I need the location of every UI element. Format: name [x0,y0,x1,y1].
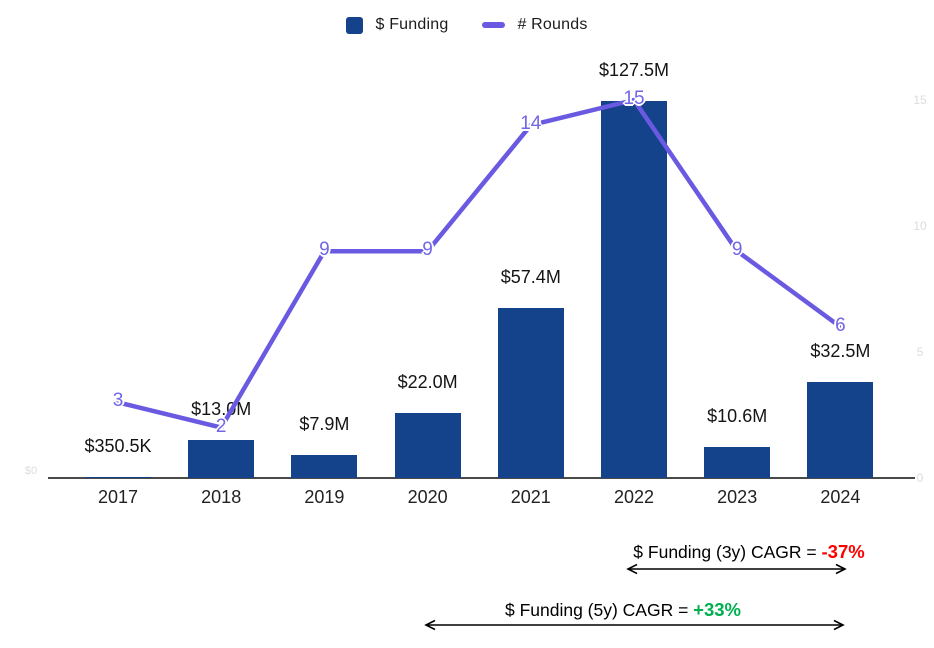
cagr-3y-label: $ Funding (3y) CAGR = [633,542,822,562]
cagr-3y-text: $ Funding (3y) CAGR = -37% [633,541,864,563]
x-axis-label-2019: 2019 [304,487,345,507]
cagr-5y-range-arrow [424,619,845,631]
legend-item-rounds: # Rounds [482,16,587,34]
rounds-value-label: 2 [215,415,227,437]
rounds-value-label: 6 [835,314,846,336]
chart-legend: $ Funding # Rounds [0,16,934,34]
cagr-5y-label: $ Funding (5y) CAGR = [504,600,694,620]
funding-value-label: $350.5K [84,435,152,456]
rounds-axis-tick-label: 10 [913,219,927,233]
rounds-value-label: 9 [319,239,330,261]
x-axis-label-2024: 2024 [820,487,861,507]
x-axis-label-2022: 2022 [613,487,655,507]
x-axis-label-2017: 2017 [97,487,139,507]
cagr-5y-value: +33% [693,599,742,620]
funding-bar-2018 [188,439,255,478]
plot-area: $350.5K 2017 $13.0M 2018 $7.9M 2019 $22.0M 2020… [24,60,927,507]
cagr-5y-text: $ Funding (5y) CAGR = +33% [505,599,741,621]
funding-bar-2017 [85,476,151,478]
rounds-axis-tick-label: 5 [916,345,924,359]
x-axis-label-2020: 2020 [407,487,448,507]
rounds-value-label: 9 [422,239,433,261]
legend-item-funding: $ Funding [346,16,448,34]
funding-series-swatch [346,16,364,34]
funding-value-label: $10.6M [707,405,768,426]
x-axis-line [48,477,915,479]
funding-bar-2023 [704,446,771,478]
funding-bar-2020 [394,412,461,478]
funding-value-label: $127.5M [598,60,670,80]
cagr-3y-value: -37% [821,541,865,562]
x-axis-label-2023: 2023 [717,487,758,507]
funding-axis-tick-label: $0 [24,465,38,477]
funding-bar-2022 [601,101,667,478]
x-axis-label-2021: 2021 [510,487,551,507]
rounds-axis-tick-label: 0 [916,471,924,485]
funding-bar-2021 [497,308,564,478]
cagr-3y-range-arrow [626,563,847,575]
funding-value-label: $57.4M [500,267,561,288]
rounds-legend-label: # Rounds [517,16,588,33]
rounds-axis-tick-label: 15 [913,93,927,107]
x-axis-label-2018: 2018 [201,487,242,507]
rounds-value-label: 14 [520,113,542,135]
funding-value-label: $7.9M [299,413,350,434]
rounds-value-label: 15 [623,88,645,109]
rounds-series-swatch [482,22,506,28]
funding-value-label: $32.5M [810,340,871,361]
rounds-value-label: 9 [731,239,743,261]
rounds-value-label: 3 [112,390,124,412]
funding-value-label: $22.0M [397,371,458,392]
funding-bar-2024 [807,381,874,478]
funding-bar-2019 [291,454,358,478]
funding-legend-label: $ Funding [375,16,449,33]
